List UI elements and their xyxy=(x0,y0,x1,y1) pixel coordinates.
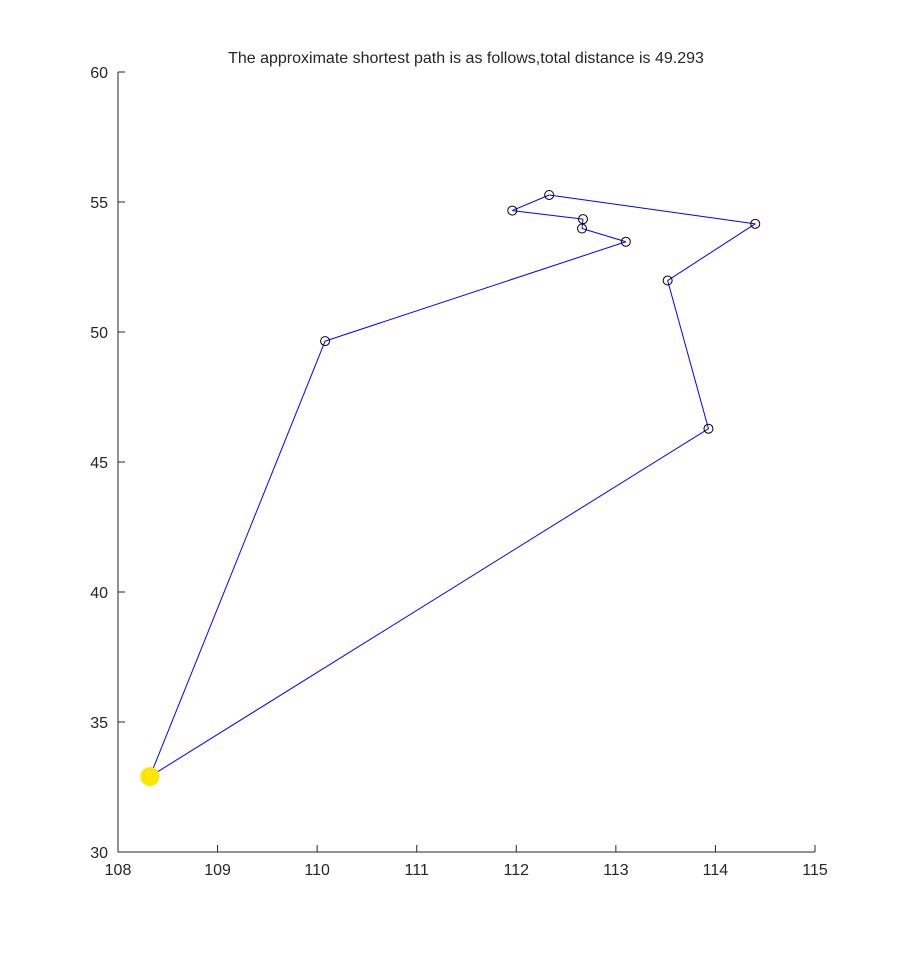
path-segment xyxy=(324,241,626,342)
start-point-layer xyxy=(140,767,160,787)
route-path xyxy=(149,194,756,778)
x-tick-label: 110 xyxy=(304,862,330,879)
path-segment xyxy=(549,194,756,225)
path-segment xyxy=(149,428,709,778)
x-tick-label: 115 xyxy=(802,862,828,879)
x-axis-ticks: 108 109 110 111 112 113 114 115 xyxy=(105,845,828,879)
city-point-marker xyxy=(620,236,631,247)
start-point-marker xyxy=(140,767,160,787)
city-point-marker xyxy=(703,423,714,434)
x-tick-label: 113 xyxy=(603,862,629,879)
city-point-marker xyxy=(544,189,555,200)
city-point-marker xyxy=(750,218,761,229)
y-tick-label: 55 xyxy=(90,195,108,212)
y-tick-label: 35 xyxy=(90,715,108,732)
y-tick-label: 30 xyxy=(90,845,108,862)
y-tick-label: 50 xyxy=(90,325,108,342)
route-markers xyxy=(320,189,761,434)
path-segment xyxy=(667,280,709,429)
city-point-marker xyxy=(662,275,673,286)
path-segment xyxy=(667,223,756,281)
city-point-marker xyxy=(577,214,588,225)
x-tick-label: 111 xyxy=(405,862,429,879)
y-tick-label: 60 xyxy=(90,65,108,82)
city-point-marker xyxy=(320,336,331,347)
path-segment xyxy=(512,210,584,220)
path-segment xyxy=(512,194,550,212)
x-tick-label: 112 xyxy=(504,862,530,879)
y-tick-label: 45 xyxy=(90,455,108,472)
x-tick-label: 114 xyxy=(703,862,729,879)
y-axis-ticks: 30 35 40 45 50 55 60 xyxy=(90,65,125,862)
y-tick-label: 40 xyxy=(90,585,108,602)
x-tick-label: 109 xyxy=(204,862,231,879)
x-tick-label: 108 xyxy=(105,862,132,879)
path-segment xyxy=(581,228,626,243)
path-segment xyxy=(149,340,326,777)
city-point-marker xyxy=(507,205,518,216)
chart-title: The approximate shortest path is as foll… xyxy=(228,50,704,67)
